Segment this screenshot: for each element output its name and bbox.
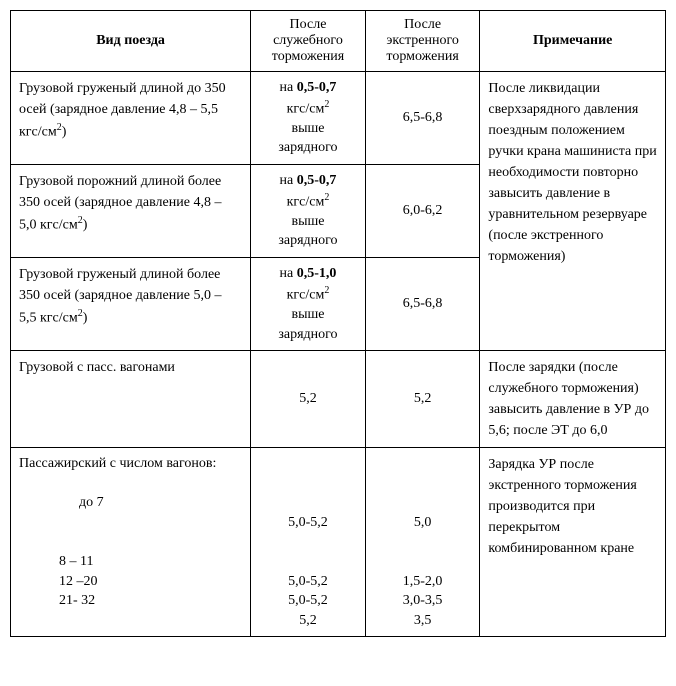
s2-unit: кгс/см (287, 194, 325, 209)
type1-post: ) (62, 125, 67, 140)
type1-pre: Грузовой груженый длиной до 350 осей (за… (19, 81, 226, 140)
cell-type-passenger: Пассажирский с числом вагонов: до 7 8 – … (11, 448, 251, 637)
cell-emerg-3: 6,5-6,8 (365, 258, 480, 351)
s3-pre: на (280, 266, 297, 281)
cell-type-2: Грузовой порожний длиной более 350 осей … (11, 165, 251, 258)
note-pass: После зарядки (после служебного торможен… (480, 351, 666, 448)
svc-p2: 5,0-5,2 (259, 572, 357, 592)
table-row: Пассажирский с числом вагонов: до 7 8 – … (11, 448, 666, 637)
s2-t1: выше (259, 212, 357, 232)
header-row: Вид поезда После служебного торможения П… (11, 11, 666, 72)
s1-t1: выше (259, 119, 357, 139)
note-passenger: Зарядка УР после экстренного торможения … (480, 448, 666, 637)
table-row: Грузовой с пасс. вагонами 5,2 5,2 После … (11, 351, 666, 448)
p-head: Пассажирский с числом вагонов: (19, 454, 242, 474)
brake-pressure-table: Вид поезда После служебного торможения П… (10, 10, 666, 637)
s3-t2: зарядного (259, 325, 357, 345)
s1-pre: на (280, 80, 297, 95)
type2-pre: Грузовой порожний длиной более 350 осей … (19, 174, 221, 233)
cell-type-pass: Грузовой с пасс. вагонами (11, 351, 251, 448)
header-train-type-text: Вид поезда (96, 33, 165, 48)
em-p2: 1,5-2,0 (374, 572, 472, 592)
p-sub3: 12 –20 (59, 574, 98, 589)
cell-emerg-pass: 5,2 (365, 351, 480, 448)
s3-bold: 0,5-1,0 (297, 266, 337, 281)
note-group1: После ликвидации сверхзарядного давления… (480, 72, 666, 351)
svc-p1: 5,0-5,2 (259, 513, 357, 533)
header-note-text: Примечание (533, 33, 612, 48)
header-after-emergency: После экстренного торможения (365, 11, 480, 72)
table-row: Грузовой груженый длиной до 350 осей (за… (11, 72, 666, 165)
s3-unit-sup: 2 (324, 285, 329, 296)
cell-service-pass: 5,2 (251, 351, 366, 448)
header-train-type: Вид поезда (11, 11, 251, 72)
s2-bold: 0,5-0,7 (297, 173, 337, 188)
type3-post: ) (83, 311, 88, 326)
cell-type-1: Грузовой груженый длиной до 350 осей (за… (11, 72, 251, 165)
s1-t2: зарядного (259, 138, 357, 158)
s1-unit-sup: 2 (324, 99, 329, 110)
cell-emerg-2: 6,0-6,2 (365, 165, 480, 258)
svc-p4: 5,2 (259, 611, 357, 631)
s3-t1: выше (259, 305, 357, 325)
s2-t2: зарядного (259, 231, 357, 251)
type2-post: ) (83, 218, 88, 233)
s2-pre: на (280, 173, 297, 188)
p-sub4: 21- 32 (59, 593, 95, 608)
s1-bold: 0,5-0,7 (297, 80, 337, 95)
cell-service-2: на 0,5-0,7 кгс/см2 выше зарядного (251, 165, 366, 258)
cell-type-3: Грузовой груженый длиной более 350 осей … (11, 258, 251, 351)
header-after-service: После служебного торможения (251, 11, 366, 72)
cell-emerg-1: 6,5-6,8 (365, 72, 480, 165)
p-sub2: 8 – 11 (59, 554, 93, 569)
em-p3: 3,0-3,5 (374, 591, 472, 611)
p-sub1: до 7 (79, 495, 104, 510)
s3-unit: кгс/см (287, 287, 325, 302)
em-p4: 3,5 (374, 611, 472, 631)
svc-p3: 5,0-5,2 (259, 591, 357, 611)
type3-pre: Грузовой груженый длиной более 350 осей … (19, 267, 221, 326)
cell-emerg-passenger: 5,0 1,5-2,0 3,0-3,5 3,5 (365, 448, 480, 637)
header-note: Примечание (480, 11, 666, 72)
cell-service-3: на 0,5-1,0 кгс/см2 выше зарядного (251, 258, 366, 351)
em-p1: 5,0 (374, 513, 472, 533)
s2-unit-sup: 2 (324, 192, 329, 203)
cell-service-passenger: 5,0-5,2 5,0-5,2 5,0-5,2 5,2 (251, 448, 366, 637)
s1-unit: кгс/см (287, 101, 325, 116)
cell-service-1: на 0,5-0,7 кгс/см2 выше зарядного (251, 72, 366, 165)
